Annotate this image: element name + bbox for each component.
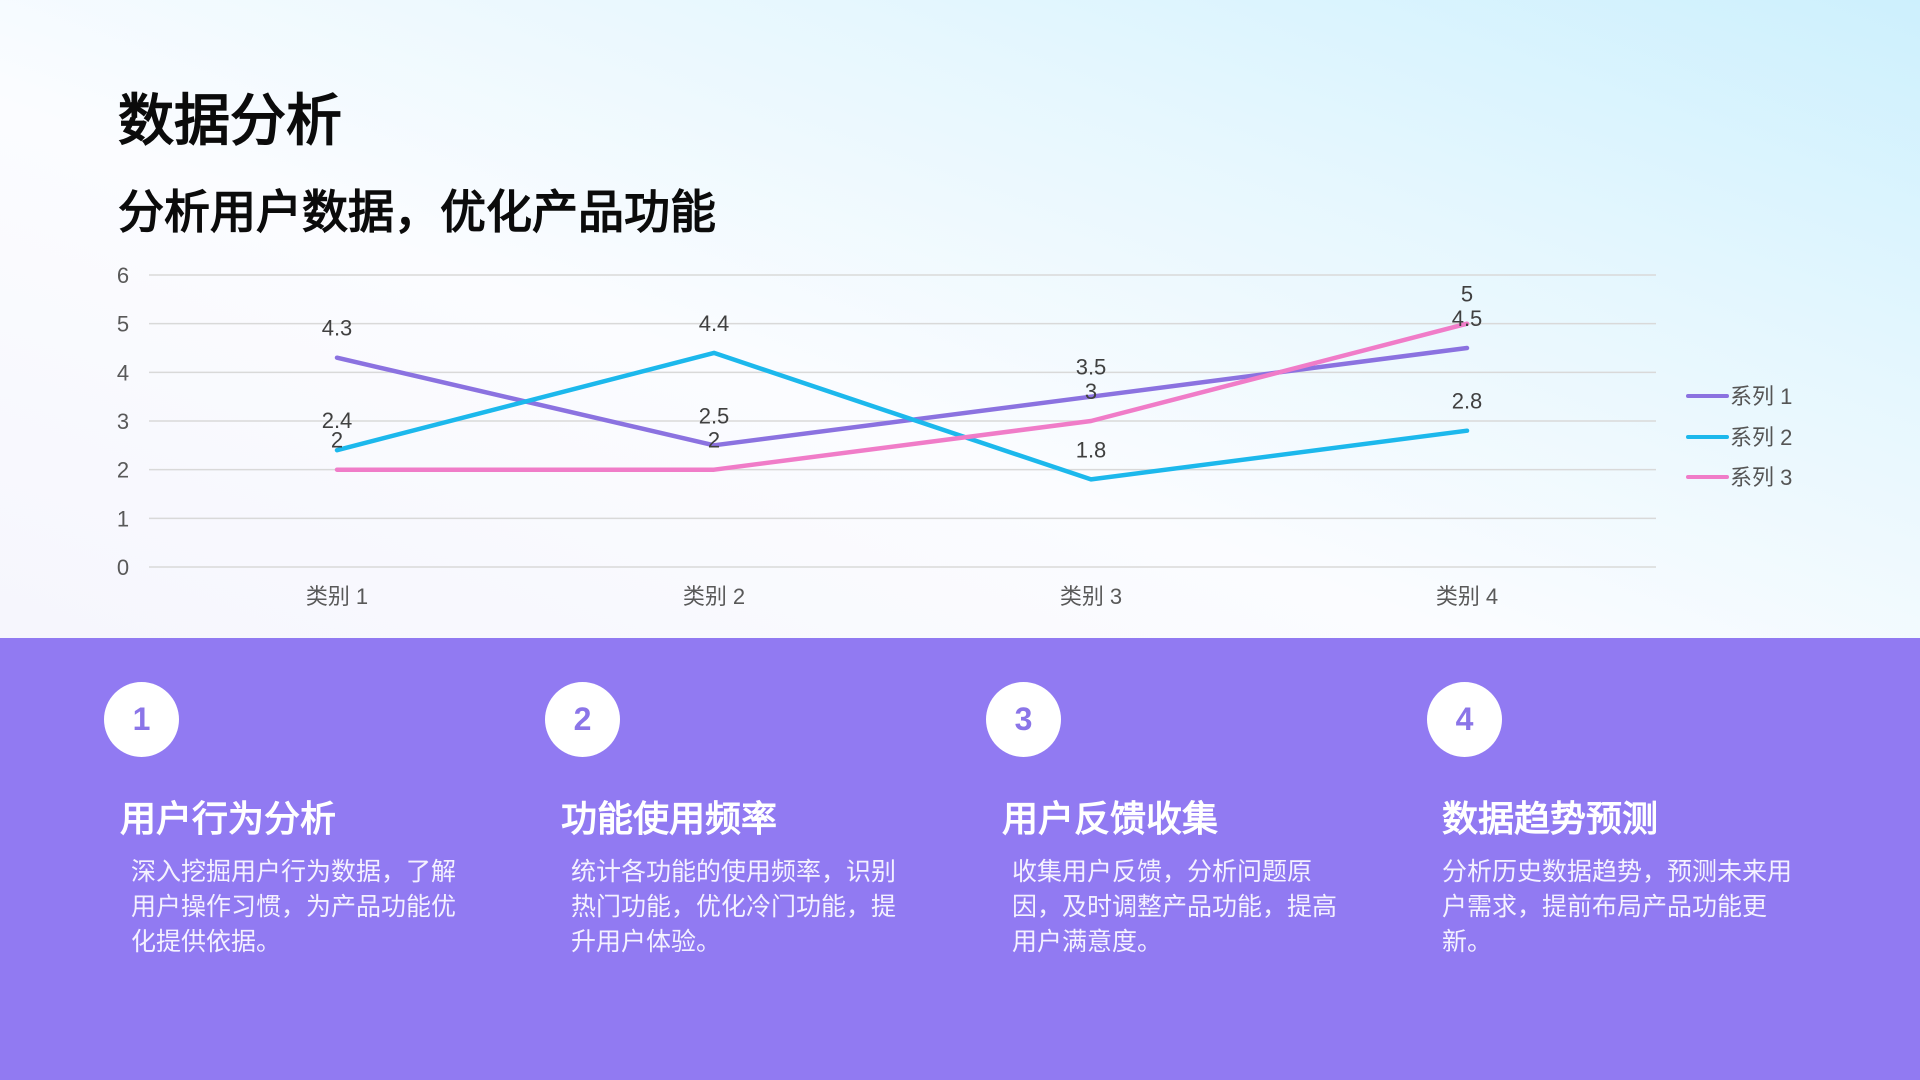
feature-title: 功能使用频率: [561, 798, 778, 839]
feature-description: 深入挖掘用户行为数据，了解用户操作习惯，为产品功能优化提供依据。: [131, 858, 457, 956]
data-label: 5: [1461, 282, 1473, 307]
data-label: 1.8: [1076, 437, 1107, 462]
features-panel: 1 用户行为分析 深入挖掘用户行为数据，了解用户操作习惯，为产品功能优化提供依据…: [0, 638, 1920, 1080]
legend-item-series-2: 系列 2: [1686, 425, 1792, 450]
y-tick-label: 2: [117, 458, 129, 483]
feature-title: 用户反馈收集: [1002, 798, 1219, 839]
feature-title: 用户行为分析: [120, 798, 337, 839]
y-tick-label: 5: [117, 312, 129, 337]
data-labels: 4.3 2.5 3.5 4.5 2.4 4.4 1.8 2.8 2 2 3 5: [322, 282, 1483, 463]
y-tick-label: 0: [117, 555, 129, 580]
page-subtitle: 分析用户数据，优化产品功能: [118, 186, 716, 238]
feature-title: 数据趋势预测: [1442, 798, 1659, 839]
step-badge-3: 3: [986, 682, 1061, 757]
y-tick-label: 6: [117, 263, 129, 288]
series-line-3: [334, 321, 1470, 472]
feature-card-4: 4 数据趋势预测 分析历史数据趋势，预测未来用户需求，提前布局产品功能更新。: [1321, 638, 1792, 1080]
data-label: 4.3: [322, 316, 353, 341]
data-label: 2.5: [699, 403, 730, 428]
chart-legend: 系列 1 系列 2 系列 3: [1686, 384, 1792, 490]
y-tick-label: 1: [117, 506, 129, 531]
top-area: [0, 0, 1920, 638]
step-badge-2: 2: [545, 682, 620, 757]
feature-card-1: 1 用户行为分析 深入挖掘用户行为数据，了解用户操作习惯，为产品功能优化提供依据…: [0, 638, 456, 1080]
x-tick-label: 类别 1: [306, 584, 368, 609]
feature-card-2: 2 功能使用频率 统计各功能的使用频率，识别热门功能，优化冷门功能，提升用户体验…: [440, 638, 896, 1080]
page-title: 数据分析: [118, 89, 342, 152]
data-label: 2: [708, 428, 720, 453]
data-label: 3: [1085, 379, 1097, 404]
data-label: 4.4: [699, 311, 730, 336]
x-axis: 类别 1 类别 2 类别 3 类别 4: [306, 584, 1498, 609]
data-label: 2.4: [322, 408, 353, 433]
legend-label: 系列 3: [1730, 465, 1792, 490]
series-line-2: [334, 350, 1470, 482]
data-label: 4.5: [1452, 306, 1483, 331]
step-badge-4: 4: [1427, 682, 1502, 757]
line-chart: 0 1 2 3 4 5 6 类别 1 类别 2 类别 3 类别 4 4.3 2.5 3.5 4.5 2.4…: [117, 263, 1792, 609]
x-tick-label: 类别 3: [1060, 584, 1122, 609]
y-tick-label: 4: [117, 360, 129, 385]
data-label: 3.5: [1076, 355, 1107, 380]
legend-label: 系列 1: [1730, 384, 1792, 409]
legend-item-series-3: 系列 3: [1686, 465, 1792, 490]
legend-item-series-1: 系列 1: [1686, 384, 1792, 409]
step-badge-1: 1: [104, 682, 179, 757]
data-label: 2.8: [1452, 389, 1483, 414]
y-axis: 0 1 2 3 4 5 6: [117, 263, 129, 580]
legend-label: 系列 2: [1730, 425, 1792, 450]
feature-card-3: 3 用户反馈收集 收集用户反馈，分析问题原因，及时调整产品功能，提高用户满意度。: [881, 638, 1337, 1080]
feature-description: 统计各功能的使用频率，识别热门功能，优化冷门功能，提升用户体验。: [571, 858, 897, 956]
series-line-1: [334, 345, 1470, 448]
chart-series: [334, 321, 1470, 482]
data-label: 2: [331, 428, 343, 453]
feature-description: 分析历史数据趋势，预测未来用户需求，提前布局产品功能更新。: [1442, 858, 1793, 956]
x-tick-label: 类别 4: [1436, 584, 1498, 609]
feature-description: 收集用户反馈，分析问题原因，及时调整产品功能，提高用户满意度。: [1012, 858, 1338, 956]
x-tick-label: 类别 2: [683, 584, 745, 609]
y-tick-label: 3: [117, 409, 129, 434]
